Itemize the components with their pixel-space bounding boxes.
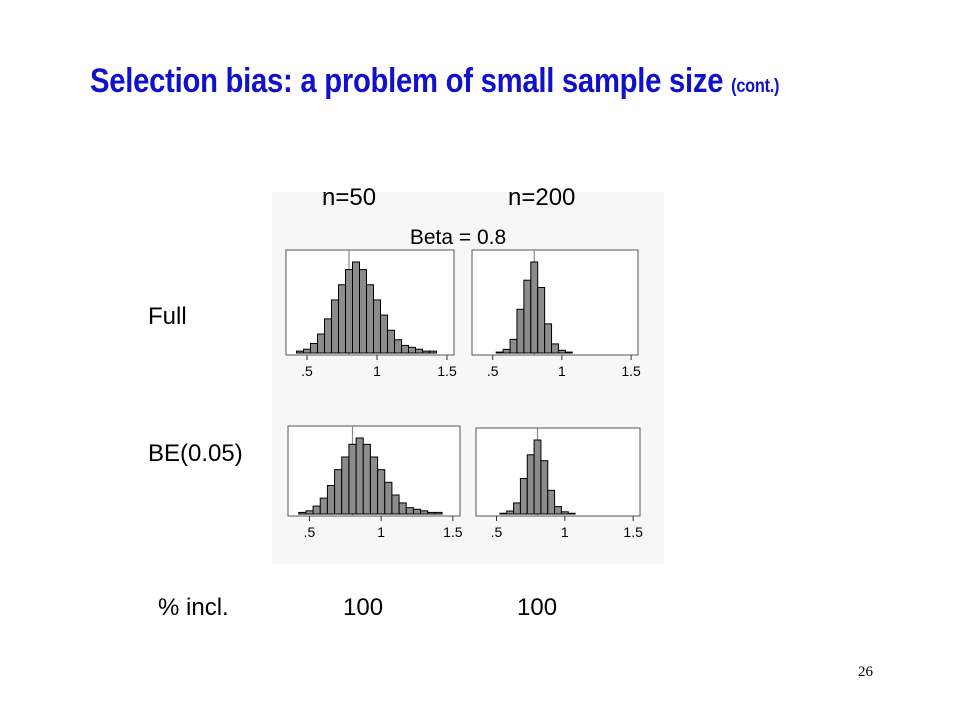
x-tick-label: 1 xyxy=(373,363,381,379)
histogram-bar xyxy=(355,437,364,515)
histogram-bar xyxy=(312,505,321,515)
histogram-bar xyxy=(305,510,314,515)
histogram-bar xyxy=(557,349,566,354)
histogram-bar xyxy=(359,269,367,354)
histogram-bar xyxy=(362,443,371,515)
histogram-bar xyxy=(429,350,437,354)
histogram-bar xyxy=(391,494,400,515)
column-label-n200: n=200 xyxy=(508,184,576,211)
x-tick-label: 1.5 xyxy=(623,524,643,540)
inclusion-value-n50: 100 xyxy=(343,594,384,621)
histogram-bar xyxy=(405,507,414,515)
histogram-bar xyxy=(422,350,430,354)
histogram-bar xyxy=(509,338,518,354)
histogram-bar xyxy=(544,323,553,354)
histogram-bar xyxy=(296,350,304,354)
row-label-full: Full xyxy=(148,303,187,330)
histogram-bar xyxy=(516,308,525,354)
column-label-n50: n=50 xyxy=(322,184,377,211)
histogram-bar xyxy=(434,511,443,515)
histogram-bar xyxy=(506,510,515,515)
histogram-bar xyxy=(408,346,416,354)
x-tick-label: 1.5 xyxy=(443,524,463,540)
histogram-bar xyxy=(387,329,395,354)
histogram-bar xyxy=(298,511,307,515)
histogram-bar xyxy=(369,456,379,515)
inclusion-value-n200: 100 xyxy=(517,594,558,621)
histogram-bar xyxy=(564,351,573,354)
histogram-bar xyxy=(567,512,576,515)
histogram-bar xyxy=(537,286,546,354)
histogram-bar xyxy=(533,439,542,515)
x-tick-label: 1.5 xyxy=(621,363,641,379)
histogram-bar xyxy=(377,469,386,515)
histogram-bar xyxy=(415,348,423,354)
histogram-bar xyxy=(324,318,332,354)
histogram-panel-frame xyxy=(475,427,641,517)
histogram-bar xyxy=(352,261,360,354)
histogram-bar xyxy=(547,489,556,515)
histogram-bar xyxy=(530,261,539,354)
histogram-bar xyxy=(502,348,511,354)
histogram-bar xyxy=(551,343,559,354)
histogram-bar xyxy=(519,477,528,515)
histogram-bar xyxy=(398,502,407,515)
histogram-bar xyxy=(523,279,532,354)
histogram-bar xyxy=(513,502,521,515)
histogram-bar xyxy=(420,510,429,515)
histogram-bar xyxy=(334,469,343,515)
histogram-bar xyxy=(394,339,402,354)
histogram-bar xyxy=(540,460,549,515)
histogram-bar xyxy=(560,511,569,515)
histogram-bar xyxy=(317,333,325,354)
x-tick-label: 1 xyxy=(377,524,385,540)
histogram-bar xyxy=(345,269,353,354)
x-tick-label: 1.5 xyxy=(437,363,457,379)
histogram-bar xyxy=(526,454,535,515)
histogram-bar xyxy=(384,481,393,515)
histogram-bar xyxy=(341,456,350,515)
page-number: 26 xyxy=(858,664,873,680)
histogram-bar xyxy=(499,512,508,515)
slide-title: Selection bias: a problem of small sampl… xyxy=(90,62,780,101)
slide-title-main: Selection bias: a problem of small sampl… xyxy=(90,62,724,100)
histogram-bar xyxy=(348,443,357,515)
histogram-bar xyxy=(380,314,388,354)
slide-title-suffix: (cont.) xyxy=(731,76,780,97)
x-tick-label: .5 xyxy=(491,524,503,540)
histogram-bar xyxy=(338,284,346,354)
x-tick-label: 1 xyxy=(558,363,566,379)
histogram-chart: Beta = 0.8 .5 1 1.5 .5 1 1.5 .5 1 1.5 .5 1 1.5 xyxy=(285,226,643,540)
chart-title: Beta = 0.8 xyxy=(410,226,506,249)
histogram-bar xyxy=(326,485,336,515)
histogram-bar xyxy=(366,284,374,354)
histogram-bar xyxy=(331,299,339,354)
x-tick-label: 1 xyxy=(561,524,569,540)
x-tick-label: .5 xyxy=(487,363,499,379)
histogram-bar xyxy=(303,348,311,354)
histogram-bar xyxy=(495,351,504,354)
x-tick-label: .5 xyxy=(301,363,313,379)
inclusion-label: % incl. xyxy=(158,594,229,621)
histogram-panel-frame xyxy=(471,249,639,356)
row-label-be: BE(0.05) xyxy=(148,440,243,467)
histogram-bar xyxy=(373,299,381,354)
histogram-bar xyxy=(412,508,422,515)
x-tick-label: .5 xyxy=(304,524,316,540)
histogram-bar xyxy=(427,511,436,515)
histogram-bar xyxy=(401,344,409,354)
histogram-bar xyxy=(319,497,328,515)
histogram-figure: Beta = 0.8 .5 1 1.5 .5 1 1.5 .5 1 1.5 .5 1 1.5 xyxy=(272,192,664,564)
histogram-bar xyxy=(554,506,562,515)
histogram-bar xyxy=(310,343,318,354)
